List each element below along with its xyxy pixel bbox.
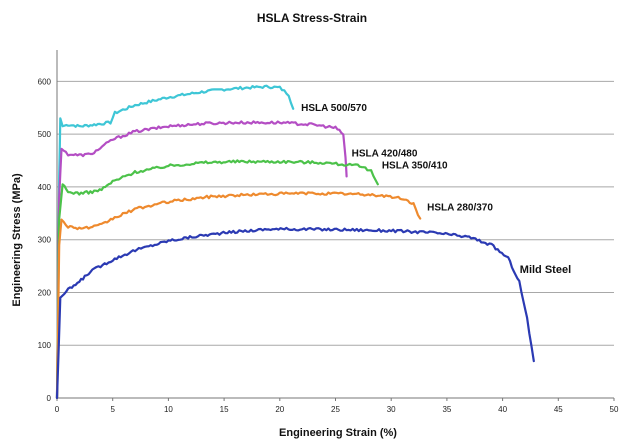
series-label-hsla-500-570: HSLA 500/570	[301, 103, 367, 114]
series-line-hsla-420-480	[55, 120, 348, 400]
series-label-hsla-420-480: HSLA 420/480	[352, 148, 418, 159]
x-tick-label: 10	[164, 405, 173, 414]
y-axis-title: Engineering Stress (MPa)	[11, 173, 23, 307]
x-tick-label: 15	[220, 405, 229, 414]
x-tick-label: 45	[554, 405, 563, 414]
y-tick-label: 400	[38, 183, 52, 192]
series-line-hsla-350-410	[55, 159, 379, 400]
y-tick-label: 300	[38, 236, 52, 245]
x-tick-label: 30	[387, 405, 396, 414]
y-tick-label: 200	[38, 288, 52, 297]
series-lines	[55, 84, 535, 400]
x-tick-label: 40	[498, 405, 507, 414]
x-tick-label: 0	[55, 405, 60, 414]
x-tick-label: 25	[331, 405, 340, 414]
x-tick-label: 35	[442, 405, 451, 414]
x-tick-label: 5	[110, 405, 115, 414]
y-tick-label: 0	[47, 394, 52, 403]
series-line-hsla-280-370	[55, 191, 422, 400]
series-line-hsla-500-570	[55, 84, 295, 400]
chart-title: HSLA Stress-Strain	[257, 11, 367, 25]
x-tick-label: 20	[275, 405, 284, 414]
series-label-mild-steel: Mild Steel	[520, 264, 571, 276]
y-tick-label: 100	[38, 341, 52, 350]
gridlines	[57, 80, 614, 346]
series-label-hsla-280-370: HSLA 280/370	[427, 203, 493, 214]
series-line-mild-steel	[55, 226, 535, 400]
y-tick-label: 500	[38, 130, 52, 139]
x-tick-label: 50	[610, 405, 619, 414]
series-label-hsla-350-410: HSLA 350/410	[382, 160, 448, 171]
x-axis-title: Engineering Strain (%)	[279, 427, 397, 439]
y-tick-label: 600	[38, 77, 52, 86]
